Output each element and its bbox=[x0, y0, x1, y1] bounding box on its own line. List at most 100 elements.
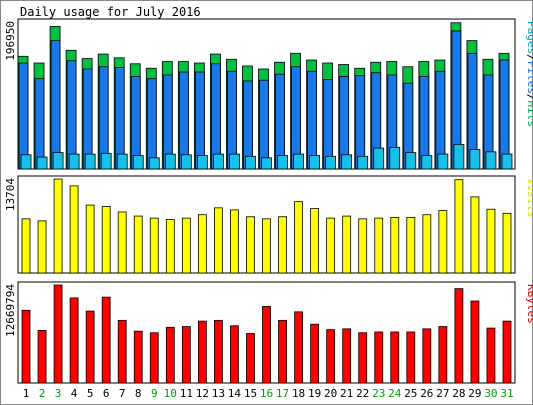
bar-kbytes bbox=[406, 331, 416, 384]
bar-pages bbox=[213, 153, 224, 170]
x-tick-label: 12 bbox=[196, 387, 209, 400]
bar-pages bbox=[261, 157, 272, 170]
bar-kbytes bbox=[470, 300, 480, 384]
bar-kbytes bbox=[246, 333, 255, 384]
chart-title: Daily usage for July 2016 bbox=[20, 5, 201, 19]
visits-panel: 13704 Visits bbox=[4, 175, 533, 274]
bar-kbytes bbox=[133, 330, 143, 384]
bar-pages bbox=[36, 156, 48, 170]
bar-pages bbox=[501, 153, 513, 170]
bar-kbytes bbox=[53, 284, 63, 384]
bar-visits bbox=[230, 209, 239, 274]
bar-visits bbox=[101, 206, 111, 274]
x-tick-label: 17 bbox=[276, 387, 289, 400]
bar-kbytes bbox=[310, 323, 319, 384]
bar-pages bbox=[100, 152, 112, 170]
bar-pages bbox=[148, 157, 160, 170]
bar-kbytes bbox=[214, 319, 223, 384]
x-tick-label: 7 bbox=[119, 387, 126, 400]
bar-visits bbox=[53, 178, 63, 274]
x-tick-label: 16 bbox=[260, 387, 273, 400]
bar-kbytes bbox=[294, 311, 303, 384]
bar-files bbox=[275, 73, 285, 170]
bar-files bbox=[419, 76, 430, 170]
x-tick-label: 29 bbox=[468, 387, 481, 400]
x-tick-label: 4 bbox=[71, 387, 78, 400]
x-tick-label: 5 bbox=[87, 387, 94, 400]
bar-kbytes bbox=[149, 332, 159, 384]
x-tick-label: 11 bbox=[180, 387, 193, 400]
bar-visits bbox=[246, 216, 255, 274]
bar-pages bbox=[277, 155, 288, 170]
bar-files bbox=[18, 62, 29, 170]
bar-pages bbox=[180, 154, 192, 170]
x-tick-label: 23 bbox=[372, 387, 385, 400]
bar-visits bbox=[502, 212, 512, 274]
bar-files bbox=[307, 70, 317, 170]
bar-files bbox=[291, 66, 301, 170]
bar-kbytes bbox=[101, 296, 111, 384]
bar-pages bbox=[373, 147, 385, 170]
bar-pages bbox=[469, 149, 481, 170]
x-tick-label: 28 bbox=[452, 387, 465, 400]
x-tick-label: 31 bbox=[500, 387, 513, 400]
legend: KBytes bbox=[525, 284, 533, 324]
bar-kbytes bbox=[69, 297, 79, 384]
bar-pages bbox=[245, 155, 256, 170]
x-tick-label: 9 bbox=[151, 387, 158, 400]
x-tick-label: 6 bbox=[103, 387, 110, 400]
y-max-label: 196950 bbox=[4, 21, 17, 61]
bar-visits bbox=[486, 208, 496, 274]
x-tick-label: 14 bbox=[228, 387, 242, 400]
bar-kbytes bbox=[374, 331, 384, 384]
x-tick-label: 19 bbox=[308, 387, 321, 400]
day-labels: 1 2 3 4 5 6 7 8 9 10 11 12 13 14 15 16 17 18 19 20 21 22 23 24 2… bbox=[23, 387, 514, 400]
bar-pages bbox=[68, 153, 80, 170]
x-tick-label: 3 bbox=[55, 387, 62, 400]
x-tick-label: 13 bbox=[212, 387, 225, 400]
bar-visits bbox=[326, 217, 336, 274]
x-tick-label: 10 bbox=[164, 387, 177, 400]
bar-visits bbox=[133, 215, 143, 274]
bar-visits bbox=[165, 219, 175, 274]
x-tick-label: 2 bbox=[39, 387, 46, 400]
bar-kbytes bbox=[502, 320, 512, 384]
x-tick-label: 25 bbox=[404, 387, 417, 400]
bar-kbytes bbox=[230, 325, 239, 384]
bar-pages bbox=[196, 155, 208, 170]
bar-kbytes bbox=[454, 288, 464, 384]
bar-visits bbox=[374, 217, 384, 274]
bar-kbytes bbox=[181, 326, 191, 384]
x-tick-label: 15 bbox=[244, 387, 257, 400]
legend: Visits bbox=[525, 178, 533, 218]
bar-pages bbox=[325, 155, 337, 170]
legend: Pages/Files/Hits bbox=[525, 21, 533, 127]
bar-visits bbox=[85, 204, 95, 274]
bar-kbytes bbox=[278, 319, 287, 384]
bar-visits bbox=[181, 217, 191, 274]
bar-files bbox=[194, 71, 205, 170]
bar-kbytes bbox=[342, 328, 352, 384]
bar-pages bbox=[405, 152, 417, 170]
bar-pages bbox=[52, 152, 64, 170]
y-max-label: 13704 bbox=[4, 178, 17, 211]
bar-visits bbox=[342, 215, 352, 274]
bar-visits bbox=[117, 211, 127, 274]
x-tick-label: 22 bbox=[356, 387, 369, 400]
x-tick-label: 27 bbox=[436, 387, 449, 400]
bar-kbytes bbox=[486, 327, 496, 384]
bar-pages bbox=[437, 153, 449, 170]
bar-files bbox=[50, 40, 61, 170]
bar-visits bbox=[470, 196, 480, 274]
bar-visits bbox=[262, 218, 271, 274]
bar-pages bbox=[421, 155, 433, 170]
x-tick-label: 18 bbox=[292, 387, 305, 400]
bar-files bbox=[355, 75, 366, 170]
bar-kbytes bbox=[262, 306, 271, 384]
bar-kbytes bbox=[117, 319, 127, 384]
x-tick-label: 21 bbox=[340, 387, 353, 400]
bar-kbytes bbox=[165, 326, 175, 384]
bar-pages bbox=[453, 143, 465, 170]
legend-entry-kbytes: KBytes bbox=[525, 284, 533, 324]
